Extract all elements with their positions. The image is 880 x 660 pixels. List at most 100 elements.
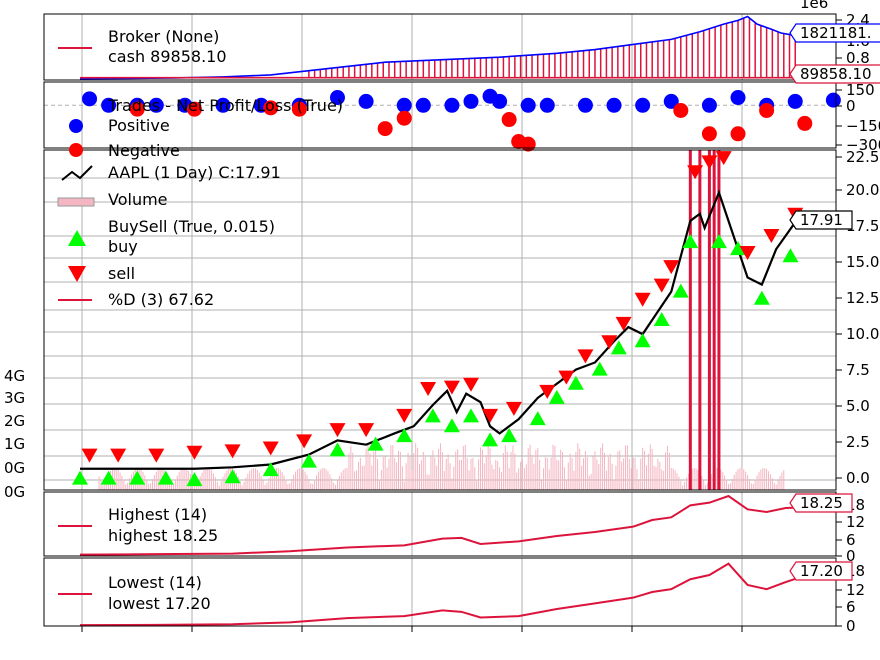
buy-marker xyxy=(730,241,747,256)
lowest-line xyxy=(79,562,801,627)
legend-marker-negative xyxy=(69,143,83,157)
legend-swatch-volume xyxy=(57,197,95,207)
volume-tick-label: 0G xyxy=(4,459,25,477)
buy-marker xyxy=(753,290,770,305)
broker-value-tag-text: 1821181. xyxy=(800,24,872,42)
trade-positive-point xyxy=(463,93,479,109)
broker-legend: Broker (None) cash 89858.10 xyxy=(58,27,227,66)
buy-marker xyxy=(443,418,460,433)
volume-tick-label: 3G xyxy=(4,389,25,407)
broker-cash-tag-box xyxy=(789,64,880,84)
trade-negative-point xyxy=(186,101,202,117)
sell-marker xyxy=(653,278,670,293)
lowest-y-tick-label: 12 xyxy=(846,581,865,599)
sell-marker xyxy=(715,151,732,166)
trade-positive-point xyxy=(492,93,508,109)
broker-y-tick-label: 0.8 xyxy=(846,49,870,67)
trade-positive-point xyxy=(520,97,536,113)
sell-marker xyxy=(462,377,479,392)
series-layer xyxy=(44,15,841,627)
trade-positive-point xyxy=(415,97,431,113)
buy-marker xyxy=(462,408,479,423)
trades-y-tick-label: 150 xyxy=(846,81,875,99)
lowest-panel-frame xyxy=(43,557,837,627)
price-last-tag-text: 17.91 xyxy=(800,211,843,229)
price-y-tick-label: 5.0 xyxy=(846,397,870,415)
sell-marker xyxy=(701,155,718,170)
trades-legend: Trades - Net Profit/Loss (True) Positive… xyxy=(69,96,343,160)
legend-marker-sell xyxy=(68,266,86,282)
buy-marker xyxy=(634,333,651,348)
trade-negative-point xyxy=(377,121,393,137)
broker-value-line xyxy=(79,15,796,80)
buy-marker xyxy=(396,428,413,443)
buy-marker xyxy=(529,411,546,426)
buy-marker xyxy=(548,389,565,404)
trade-positive-point xyxy=(396,97,412,113)
legend-label-lowest-value: lowest 17.20 xyxy=(108,594,211,613)
trade-positive-point xyxy=(329,90,345,106)
legend-marker-positive xyxy=(69,119,83,133)
trades-panel-frame xyxy=(43,81,837,149)
legend-marker-buy xyxy=(68,230,86,246)
highest-y-tick-label: 0 xyxy=(846,547,856,565)
trade-negative-point xyxy=(501,112,517,128)
price-y-tick-label: 17.5 xyxy=(846,217,879,235)
price-y-tick-label: 7.5 xyxy=(846,361,870,379)
price-y-tick-label: 10.0 xyxy=(846,325,879,343)
trade-positive-point xyxy=(148,97,164,113)
highest-value-tag-box xyxy=(789,493,853,513)
sell-marker xyxy=(81,448,98,463)
lowest-value-tag: 17.20 xyxy=(789,561,853,581)
highest-y-tick-label: 6 xyxy=(846,531,856,549)
sell-marker xyxy=(224,444,241,459)
sell-marker xyxy=(186,445,203,460)
trade-positive-point xyxy=(539,97,555,113)
trade-negative-point xyxy=(129,101,145,117)
sell-marker xyxy=(739,246,756,260)
legend-label-buy: buy xyxy=(108,237,138,256)
trades-y-tick-label: −300 xyxy=(846,136,880,154)
legend-label-broker: Broker (None) xyxy=(108,27,219,46)
buy-marker xyxy=(653,312,670,326)
price-y-tick-label: 15.0 xyxy=(846,253,879,271)
legend-label-trades: Trades - Net Profit/Loss (True) xyxy=(107,96,343,115)
highest-y-tick-label: 12 xyxy=(846,513,865,531)
trade-positive-point xyxy=(606,97,622,113)
buy-marker xyxy=(300,453,317,468)
lowest-y-tick-label: 6 xyxy=(846,598,856,616)
buy-marker xyxy=(482,432,499,447)
price-last-tag: 17.91 xyxy=(789,210,853,230)
trade-positive-point xyxy=(444,97,460,113)
trades-y-tick-label: 0 xyxy=(846,97,856,115)
sell-marker xyxy=(262,441,279,456)
price-panel-frame xyxy=(43,149,837,491)
trade-negative-point xyxy=(291,101,307,117)
volume-tick-label: 2G xyxy=(4,412,25,430)
legend-label-volume: Volume xyxy=(108,190,168,209)
legend-label-buysell: BuySell (True, 0.015) xyxy=(108,217,275,236)
sell-marker xyxy=(110,448,127,463)
highest-line xyxy=(79,494,801,556)
buy-marker xyxy=(610,340,627,355)
broker-value-tag-box xyxy=(789,23,880,43)
sell-marker xyxy=(505,401,522,416)
trade-positive-point xyxy=(663,93,679,109)
price-last-tag-box xyxy=(789,210,853,230)
trade-positive-point xyxy=(635,97,651,113)
trade-positive-point xyxy=(577,97,593,113)
trade-positive-point xyxy=(730,90,746,106)
highest-value-tag: 18.25 xyxy=(789,493,853,513)
legend-label-sell: sell xyxy=(108,264,135,283)
buy-marker xyxy=(129,470,146,485)
highest-value-tag-text: 18.25 xyxy=(800,494,843,512)
volume-tick-label: 4G xyxy=(4,367,25,385)
sell-marker xyxy=(482,408,499,423)
highest-legend: Highest (14) highest 18.25 xyxy=(58,505,218,545)
broker-value-tag: 1821181. xyxy=(789,23,880,43)
scale-label: 1e6 xyxy=(800,0,828,12)
trade-positive-point xyxy=(701,97,717,113)
grid-layer xyxy=(44,14,836,626)
buy-marker xyxy=(157,470,174,485)
sell-marker xyxy=(601,335,618,350)
